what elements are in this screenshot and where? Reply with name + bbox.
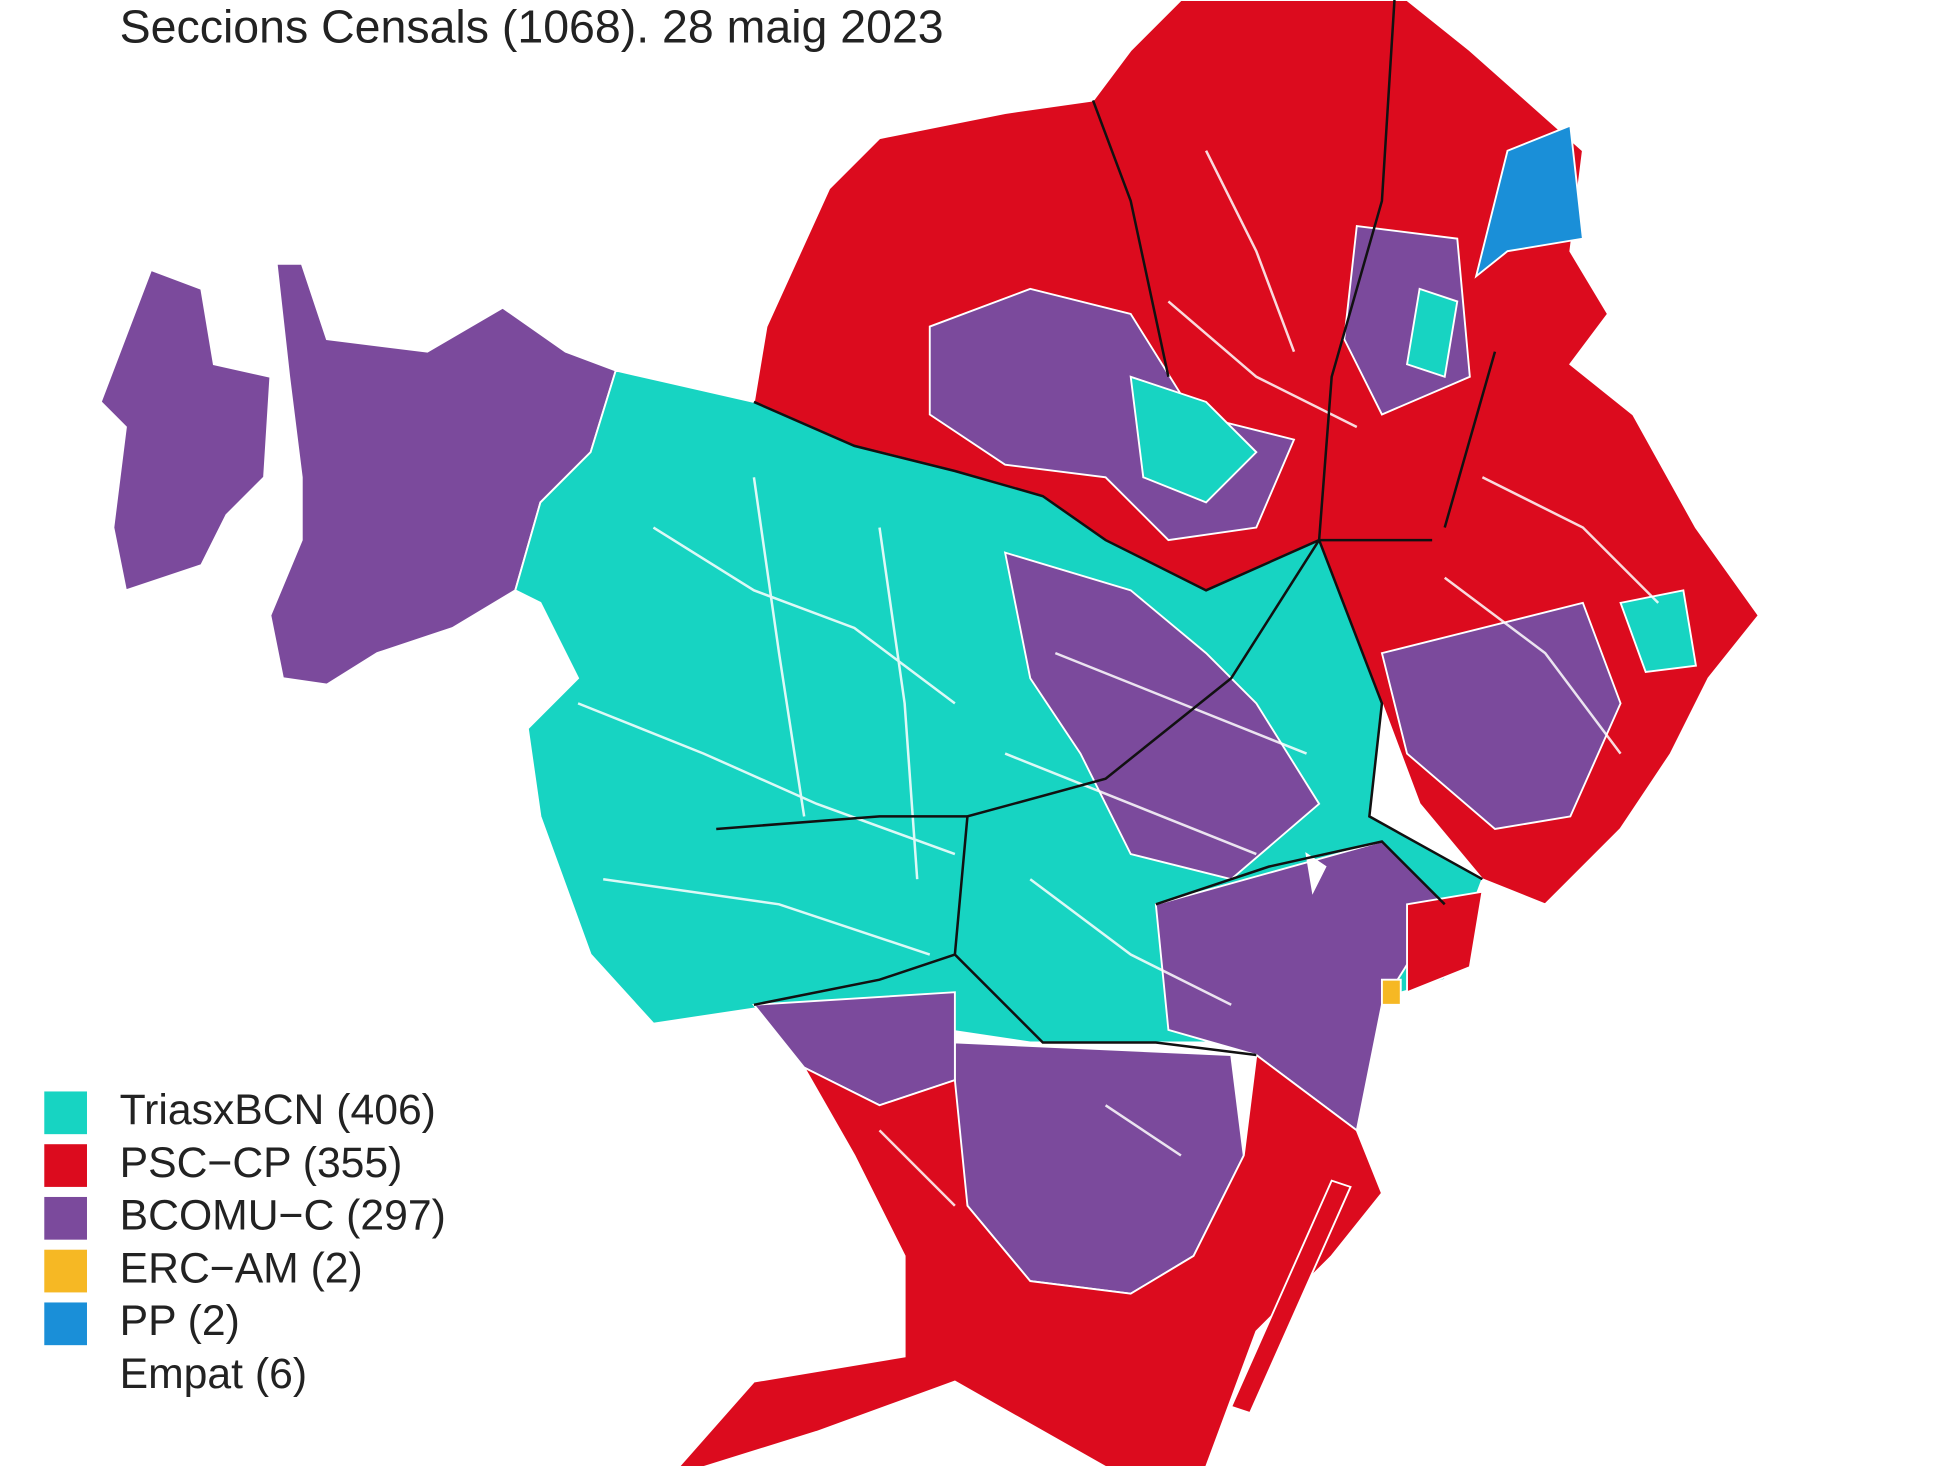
- district-border: [1091, 0, 1497, 542]
- map-region: [1229, 1179, 1352, 1415]
- map-region: [1003, 551, 1321, 881]
- legend-label: PSC−CP (355): [120, 1139, 403, 1187]
- legend-swatch: [44, 1144, 87, 1187]
- legend-label: PP (2): [120, 1297, 240, 1345]
- map-regions: [99, 0, 1760, 1467]
- legend-label: BCOMU−C (297): [120, 1192, 446, 1240]
- map-region: [1619, 589, 1698, 673]
- legend-swatch: [44, 1249, 87, 1293]
- legend: TriasxBCN (406) PSC−CP (355) BCOMU−C (297)…: [44, 1086, 446, 1398]
- map-title: Seccions Censals (1068). 28 maig 2023: [120, 0, 944, 52]
- legend-swatch: [44, 1355, 87, 1398]
- district-border: [953, 816, 1257, 1057]
- map-region: [1406, 890, 1484, 994]
- legend-swatch: [44, 1302, 87, 1346]
- map-region: [1380, 978, 1402, 1006]
- district-border: [716, 539, 1321, 831]
- legend-swatch: [44, 1196, 87, 1240]
- street-lines: [577, 150, 1660, 1207]
- street-line: [577, 150, 1660, 1207]
- district-borders: [716, 0, 1497, 1057]
- map-region: [1305, 852, 1327, 895]
- district-border: [753, 400, 1484, 881]
- map-region: [99, 268, 272, 592]
- map-region: [1380, 601, 1622, 830]
- map-region: [1474, 124, 1584, 279]
- legend-swatch: [44, 1091, 87, 1135]
- legend-label: ERC−AM (2): [120, 1244, 363, 1292]
- legend-label: TriasxBCN (406): [120, 1086, 436, 1134]
- district-border: [1155, 840, 1446, 906]
- legend-label: Empat (6): [120, 1350, 307, 1398]
- map-region: [1405, 287, 1459, 379]
- map-region: [752, 991, 956, 1107]
- map-region: [1129, 375, 1258, 504]
- district-border: [753, 953, 956, 1007]
